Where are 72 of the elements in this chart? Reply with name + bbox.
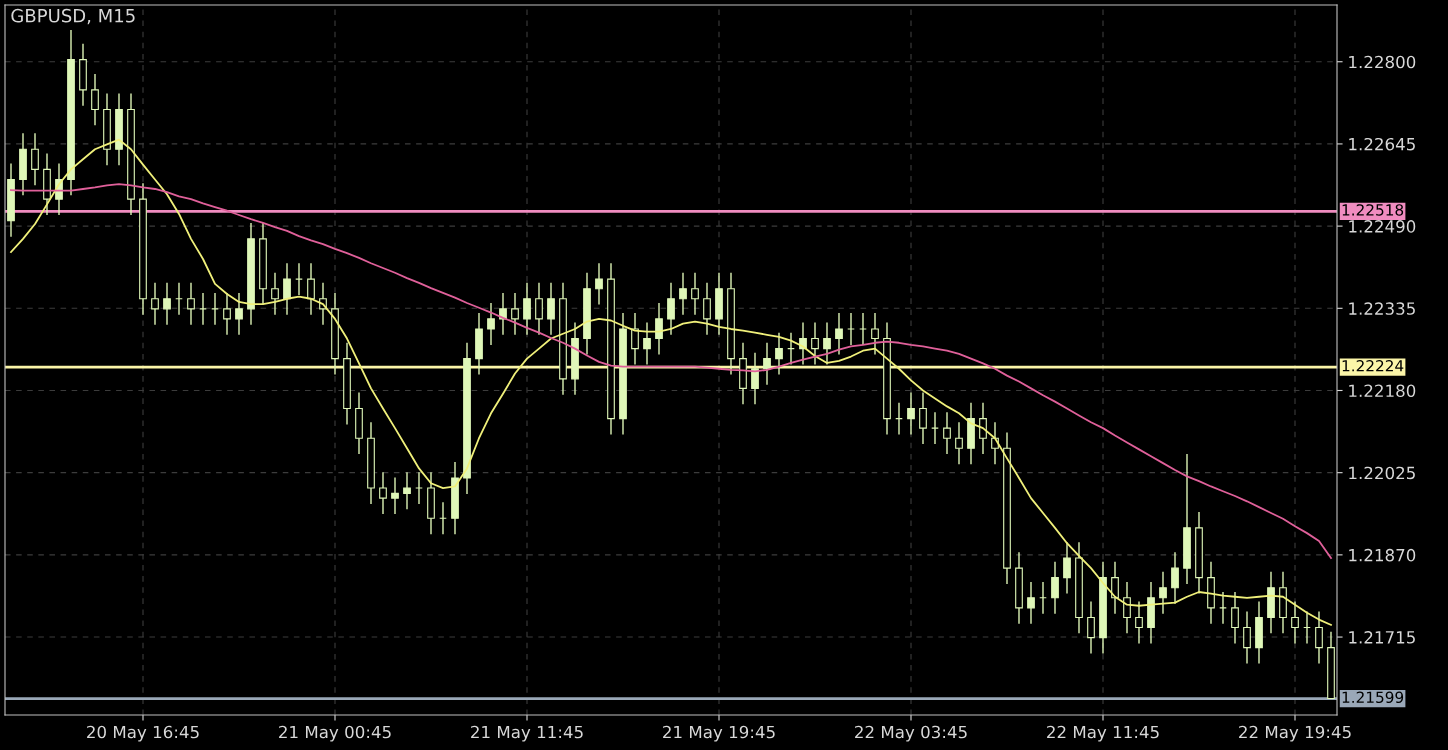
y-tick-label: 1.22645: [1349, 137, 1415, 151]
candlestick: [91, 73, 99, 127]
candlestick: [283, 262, 291, 316]
candlestick: [271, 272, 279, 316]
candlestick: [511, 292, 519, 336]
candlestick: [595, 262, 603, 306]
chart-title: GBPUSD, M15: [11, 8, 135, 25]
candlestick: [823, 321, 831, 366]
candlestick: [535, 282, 543, 336]
candlestick: [1111, 561, 1119, 615]
candlestick: [1027, 581, 1035, 625]
candlestick: [1087, 600, 1095, 655]
candlestick: [31, 132, 39, 186]
candlestick: [643, 321, 651, 366]
y-tick-label: 1.22180: [1349, 384, 1416, 398]
candlestick: [703, 282, 711, 336]
line-series: [10, 138, 1332, 626]
y-tick-label: 1.21870: [1349, 548, 1416, 562]
candlestick: [1171, 551, 1179, 605]
candlestick: [631, 312, 639, 366]
candlestick: [1291, 600, 1299, 645]
x-tick-label: 22 May 03:45: [855, 725, 967, 742]
candlestick: [679, 272, 687, 316]
candlestick: [1135, 600, 1143, 645]
x-tick-label: 21 May 19:45: [663, 725, 775, 742]
ref-line-label: 1.22224: [1342, 360, 1404, 372]
x-tick-label: 22 May 11:45: [1047, 725, 1159, 742]
candlestick: [1051, 561, 1059, 615]
candlestick: [943, 411, 951, 455]
candlestick: [955, 421, 963, 465]
candlestick: [979, 401, 987, 455]
ref-line-label: 1.22518: [1342, 204, 1404, 216]
candlestick: [235, 292, 243, 336]
candlestick: [655, 302, 663, 356]
candlestick: [763, 342, 771, 386]
candlestick: [907, 391, 915, 436]
candlestick: [751, 352, 759, 405]
ref-line-label: 1.21599: [1342, 691, 1404, 703]
x-tick-label: 21 May 11:45: [471, 725, 583, 742]
candlestick: [667, 282, 675, 336]
y-tick-label: 1.22490: [1349, 220, 1416, 233]
x-tick-label: 21 May 00:45: [279, 725, 391, 742]
candlestick: [151, 282, 159, 326]
candlestick: [691, 272, 699, 316]
candlestick: [871, 312, 879, 356]
candlestick: [919, 391, 927, 445]
candlestick: [523, 282, 531, 336]
candlestick: [547, 282, 555, 336]
candlestick: [835, 312, 843, 356]
candlestick: [379, 471, 387, 515]
y-tick-label: 1.22335: [1349, 302, 1415, 315]
candlestick: [775, 331, 783, 376]
candlestick: [391, 476, 399, 515]
x-tick-label: 22 May 19:45: [1239, 725, 1351, 742]
x-tick-label: 20 May 16:45: [87, 725, 199, 742]
candlestick: [307, 262, 315, 316]
y-tick-label: 1.21715: [1349, 631, 1415, 644]
candlestick: [811, 321, 819, 366]
candlestick: [1063, 541, 1071, 595]
candlestick: [223, 292, 231, 336]
candlestick: [403, 471, 411, 510]
candlestick: [1315, 610, 1323, 665]
y-tick-label: 1.22025: [1349, 466, 1415, 480]
candlestick: [163, 282, 171, 326]
candlestick: [1231, 591, 1239, 645]
candlestick: [187, 282, 195, 326]
candlestick: [499, 292, 507, 336]
y-tick-label: 1.22800: [1349, 55, 1416, 69]
candlestick: [487, 302, 495, 346]
candlestick: [1243, 610, 1251, 665]
candlestick: [1123, 581, 1131, 635]
candlestick: [1159, 571, 1167, 615]
